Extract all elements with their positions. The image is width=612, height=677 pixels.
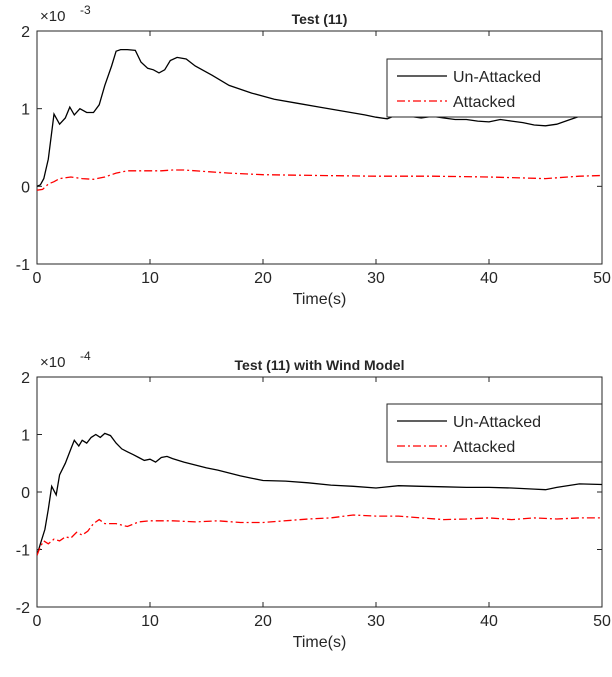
x-tick-label: 20 xyxy=(254,270,272,287)
series-line-un-attacked xyxy=(37,432,602,556)
y-tick-label: 2 xyxy=(21,24,30,41)
y-exponent-power: -4 xyxy=(80,349,91,363)
y-tick-label: 2 xyxy=(21,370,30,387)
y-tick-label: 1 xyxy=(21,428,30,445)
x-tick-label: 10 xyxy=(141,613,159,630)
legend-box xyxy=(386,58,603,118)
y-exponent-base: ×10 xyxy=(40,354,65,371)
series-line-un-attacked xyxy=(37,48,602,187)
y-tick-label: -1 xyxy=(16,543,30,560)
legend: Un-Attacked Attacked xyxy=(386,58,603,118)
series-line-attacked xyxy=(37,169,602,191)
x-tick-label: 0 xyxy=(33,270,42,287)
chart-title: Test (11) xyxy=(292,11,348,27)
y-tick-label: 1 xyxy=(21,102,30,119)
legend-label: Un-Attacked xyxy=(453,414,541,431)
y-tick-label: 0 xyxy=(21,179,30,196)
x-axis-label: Time(s) xyxy=(293,634,347,651)
y-exponent-base: ×10 xyxy=(40,8,65,25)
legend: Un-Attacked Attacked xyxy=(386,403,603,463)
y-tick-label: -1 xyxy=(16,257,30,274)
x-tick-label: 20 xyxy=(254,613,272,630)
x-tick-label: 0 xyxy=(33,613,42,630)
legend-label: Attacked xyxy=(453,94,515,111)
x-tick-label: 30 xyxy=(367,613,385,630)
x-tick-label: 40 xyxy=(480,270,498,287)
legend-box xyxy=(386,403,603,463)
y-tick-label: 0 xyxy=(21,485,30,502)
legend-label: Un-Attacked xyxy=(453,69,541,86)
series-line-attacked xyxy=(37,514,602,556)
x-tick-label: 50 xyxy=(593,270,611,287)
x-tick-label: 30 xyxy=(367,270,385,287)
x-axis-label: Time(s) xyxy=(293,291,347,308)
legend-label: Attacked xyxy=(453,439,515,456)
y-exponent-power: -3 xyxy=(80,3,91,17)
x-tick-label: 10 xyxy=(141,270,159,287)
chart-title: Test (11) with Wind Model xyxy=(235,357,405,373)
chart-panel-2: 0 10 20 30 40 50 -2 -1 0 1 2 ×10 -4 Test (11) with Wi… xyxy=(16,349,611,651)
y-tick-label: -2 xyxy=(16,600,30,617)
x-tick-label: 40 xyxy=(480,613,498,630)
x-tick-label: 50 xyxy=(593,613,611,630)
